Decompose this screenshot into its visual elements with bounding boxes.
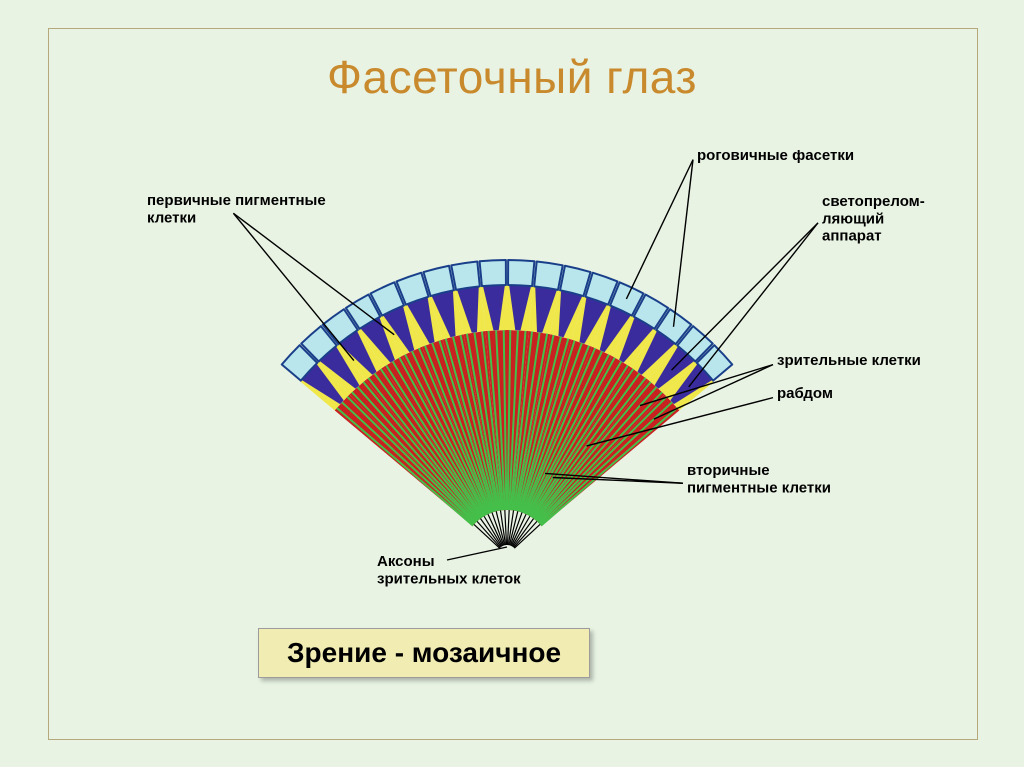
svg-text:Аксонызрительных клеток: Аксонызрительных клеток [377, 553, 521, 587]
compound-eye-diagram: первичные пигментныеклетки роговичные фас… [77, 150, 947, 590]
svg-text:роговичные фасетки: роговичные фасетки [697, 150, 854, 164]
svg-text:первичные пигментныеклетки: первичные пигментныеклетки [147, 192, 326, 226]
caption-box: Зрение - мозаичное [258, 628, 590, 678]
svg-text:светопрелом-ляющийаппарат: светопрелом-ляющийаппарат [822, 193, 925, 245]
svg-text:вторичныепигментные клетки: вторичныепигментные клетки [687, 462, 831, 496]
diagram-stage: первичные пигментныеклетки роговичные фас… [0, 150, 1024, 590]
page-title: Фасеточный глаз [0, 50, 1024, 104]
svg-text:зрительные клетки: зрительные клетки [777, 352, 921, 369]
svg-text:рабдом: рабдом [777, 385, 833, 402]
caption-text: Зрение - мозаичное [287, 637, 561, 668]
